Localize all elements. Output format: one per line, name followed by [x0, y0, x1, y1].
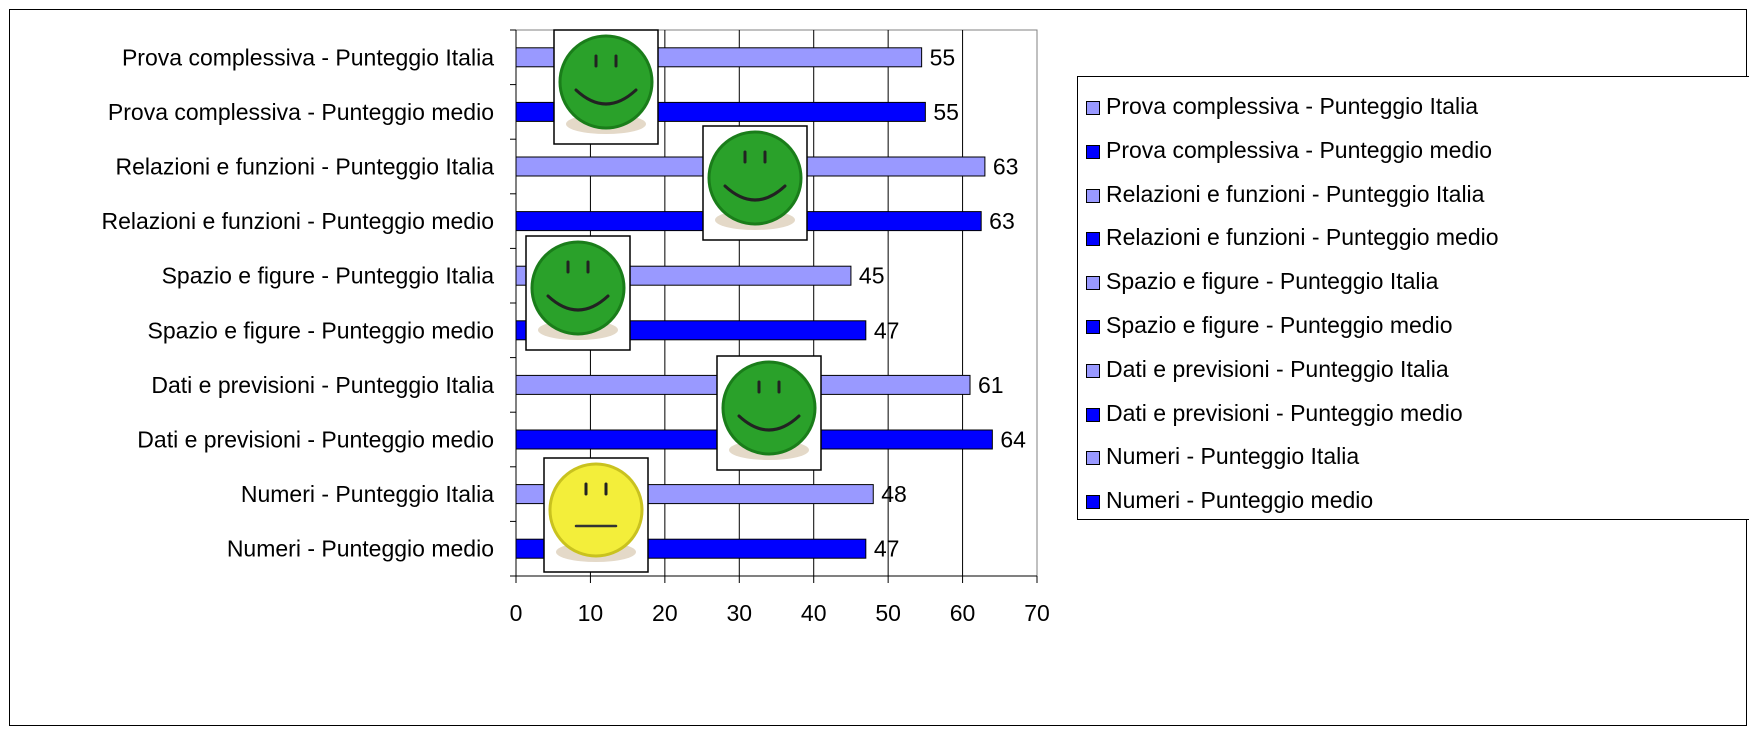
legend-swatch — [1086, 144, 1100, 159]
legend-item: Dati e previsioni - Punteggio Italia — [1086, 354, 1449, 384]
legend-swatch — [1086, 101, 1100, 115]
y-category-label: Relazioni e funzioni - Punteggio Italia — [116, 154, 495, 180]
legend-item: Spazio e figure - Punteggio Italia — [1086, 266, 1438, 296]
x-tick-label: 20 — [652, 600, 678, 626]
y-category-label: Spazio e figure - Punteggio medio — [148, 317, 495, 343]
legend-label: Dati e previsioni - Punteggio Italia — [1106, 355, 1449, 382]
x-tick-label: 30 — [726, 600, 752, 626]
x-tick-label: 0 — [510, 600, 523, 626]
happy-smiley-icon — [525, 235, 631, 351]
smiley-mouth — [546, 294, 610, 312]
y-category-label: Relazioni e funzioni - Punteggio medio — [101, 208, 494, 234]
y-category-label: Spazio e figure - Punteggio Italia — [162, 263, 495, 289]
legend-item: Numeri - Punteggio Italia — [1086, 441, 1359, 471]
data-label: 64 — [1000, 427, 1026, 453]
happy-smiley-icon — [553, 29, 659, 145]
legend-item: Numeri - Punteggio medio — [1086, 485, 1373, 515]
smiley-mouth — [723, 184, 787, 202]
x-tick-label: 60 — [950, 600, 976, 626]
happy-smiley-icon — [716, 355, 822, 471]
smiley-face — [558, 34, 654, 130]
legend-swatch — [1086, 232, 1100, 247]
legend-swatch — [1086, 320, 1100, 334]
legend-item: Dati e previsioni - Punteggio medio — [1086, 398, 1463, 428]
smiley-face — [548, 462, 644, 558]
neutral-smiley-icon — [543, 457, 649, 573]
x-tick-label: 50 — [875, 600, 901, 626]
legend-item: Prova complessiva - Punteggio Italia — [1086, 91, 1478, 121]
data-label: 47 — [874, 536, 900, 562]
legend-item: Relazioni e funzioni - Punteggio Italia — [1086, 179, 1484, 209]
x-tick-label: 10 — [578, 600, 604, 626]
happy-smiley-icon — [702, 125, 808, 241]
data-label: 63 — [993, 154, 1019, 180]
legend-label: Numeri - Punteggio Italia — [1106, 443, 1360, 470]
data-label: 61 — [978, 372, 1004, 398]
legend-item: Prova complessiva - Punteggio medio — [1086, 135, 1492, 165]
legend-label: Relazioni e funzioni - Punteggio medio — [1106, 224, 1499, 251]
legend-swatch — [1086, 451, 1100, 466]
chart-legend: Prova complessiva - Punteggio Italia Prov… — [1077, 76, 1749, 520]
data-label: 48 — [881, 481, 907, 507]
data-label: 63 — [989, 208, 1015, 234]
y-category-label: Numeri - Punteggio Italia — [241, 481, 494, 507]
legend-label: Prova complessiva - Punteggio medio — [1106, 136, 1493, 163]
legend-label: Relazioni e funzioni - Punteggio Italia — [1106, 180, 1485, 207]
legend-label: Prova complessiva - Punteggio Italia — [1106, 93, 1479, 119]
legend-item: Spazio e figure - Punteggio medio — [1086, 310, 1453, 340]
legend-swatch — [1086, 407, 1100, 422]
legend-swatch — [1086, 188, 1100, 203]
legend-item: Relazioni e funzioni - Punteggio medio — [1086, 222, 1499, 252]
data-label: 45 — [859, 263, 885, 289]
y-category-label: Prova complessiva - Punteggio medio — [108, 99, 494, 125]
x-tick-label: 70 — [1024, 600, 1050, 626]
legend-label: Spazio e figure - Punteggio Italia — [1106, 268, 1439, 295]
data-label: 55 — [933, 99, 959, 125]
legend-swatch — [1086, 363, 1100, 378]
legend-swatch — [1086, 276, 1100, 291]
legend-label: Numeri - Punteggio medio — [1106, 487, 1374, 514]
y-category-label: Dati e previsioni - Punteggio medio — [137, 427, 494, 453]
data-label: 47 — [874, 317, 900, 343]
smiley-mouth — [574, 88, 638, 106]
smiley-face — [707, 130, 803, 226]
legend-label: Dati e previsioni - Punteggio medio — [1106, 399, 1463, 426]
y-category-label: Numeri - Punteggio medio — [227, 536, 494, 562]
smiley-face — [530, 240, 626, 336]
y-category-label: Prova complessiva - Punteggio Italia — [122, 44, 494, 70]
x-tick-label: 40 — [801, 600, 827, 626]
data-label: 55 — [930, 44, 956, 70]
smiley-face — [721, 360, 817, 456]
smiley-mouth — [737, 414, 801, 432]
legend-label: Spazio e figure - Punteggio medio — [1106, 312, 1453, 338]
legend-swatch — [1086, 495, 1100, 510]
y-category-label: Dati e previsioni - Punteggio Italia — [151, 372, 494, 398]
